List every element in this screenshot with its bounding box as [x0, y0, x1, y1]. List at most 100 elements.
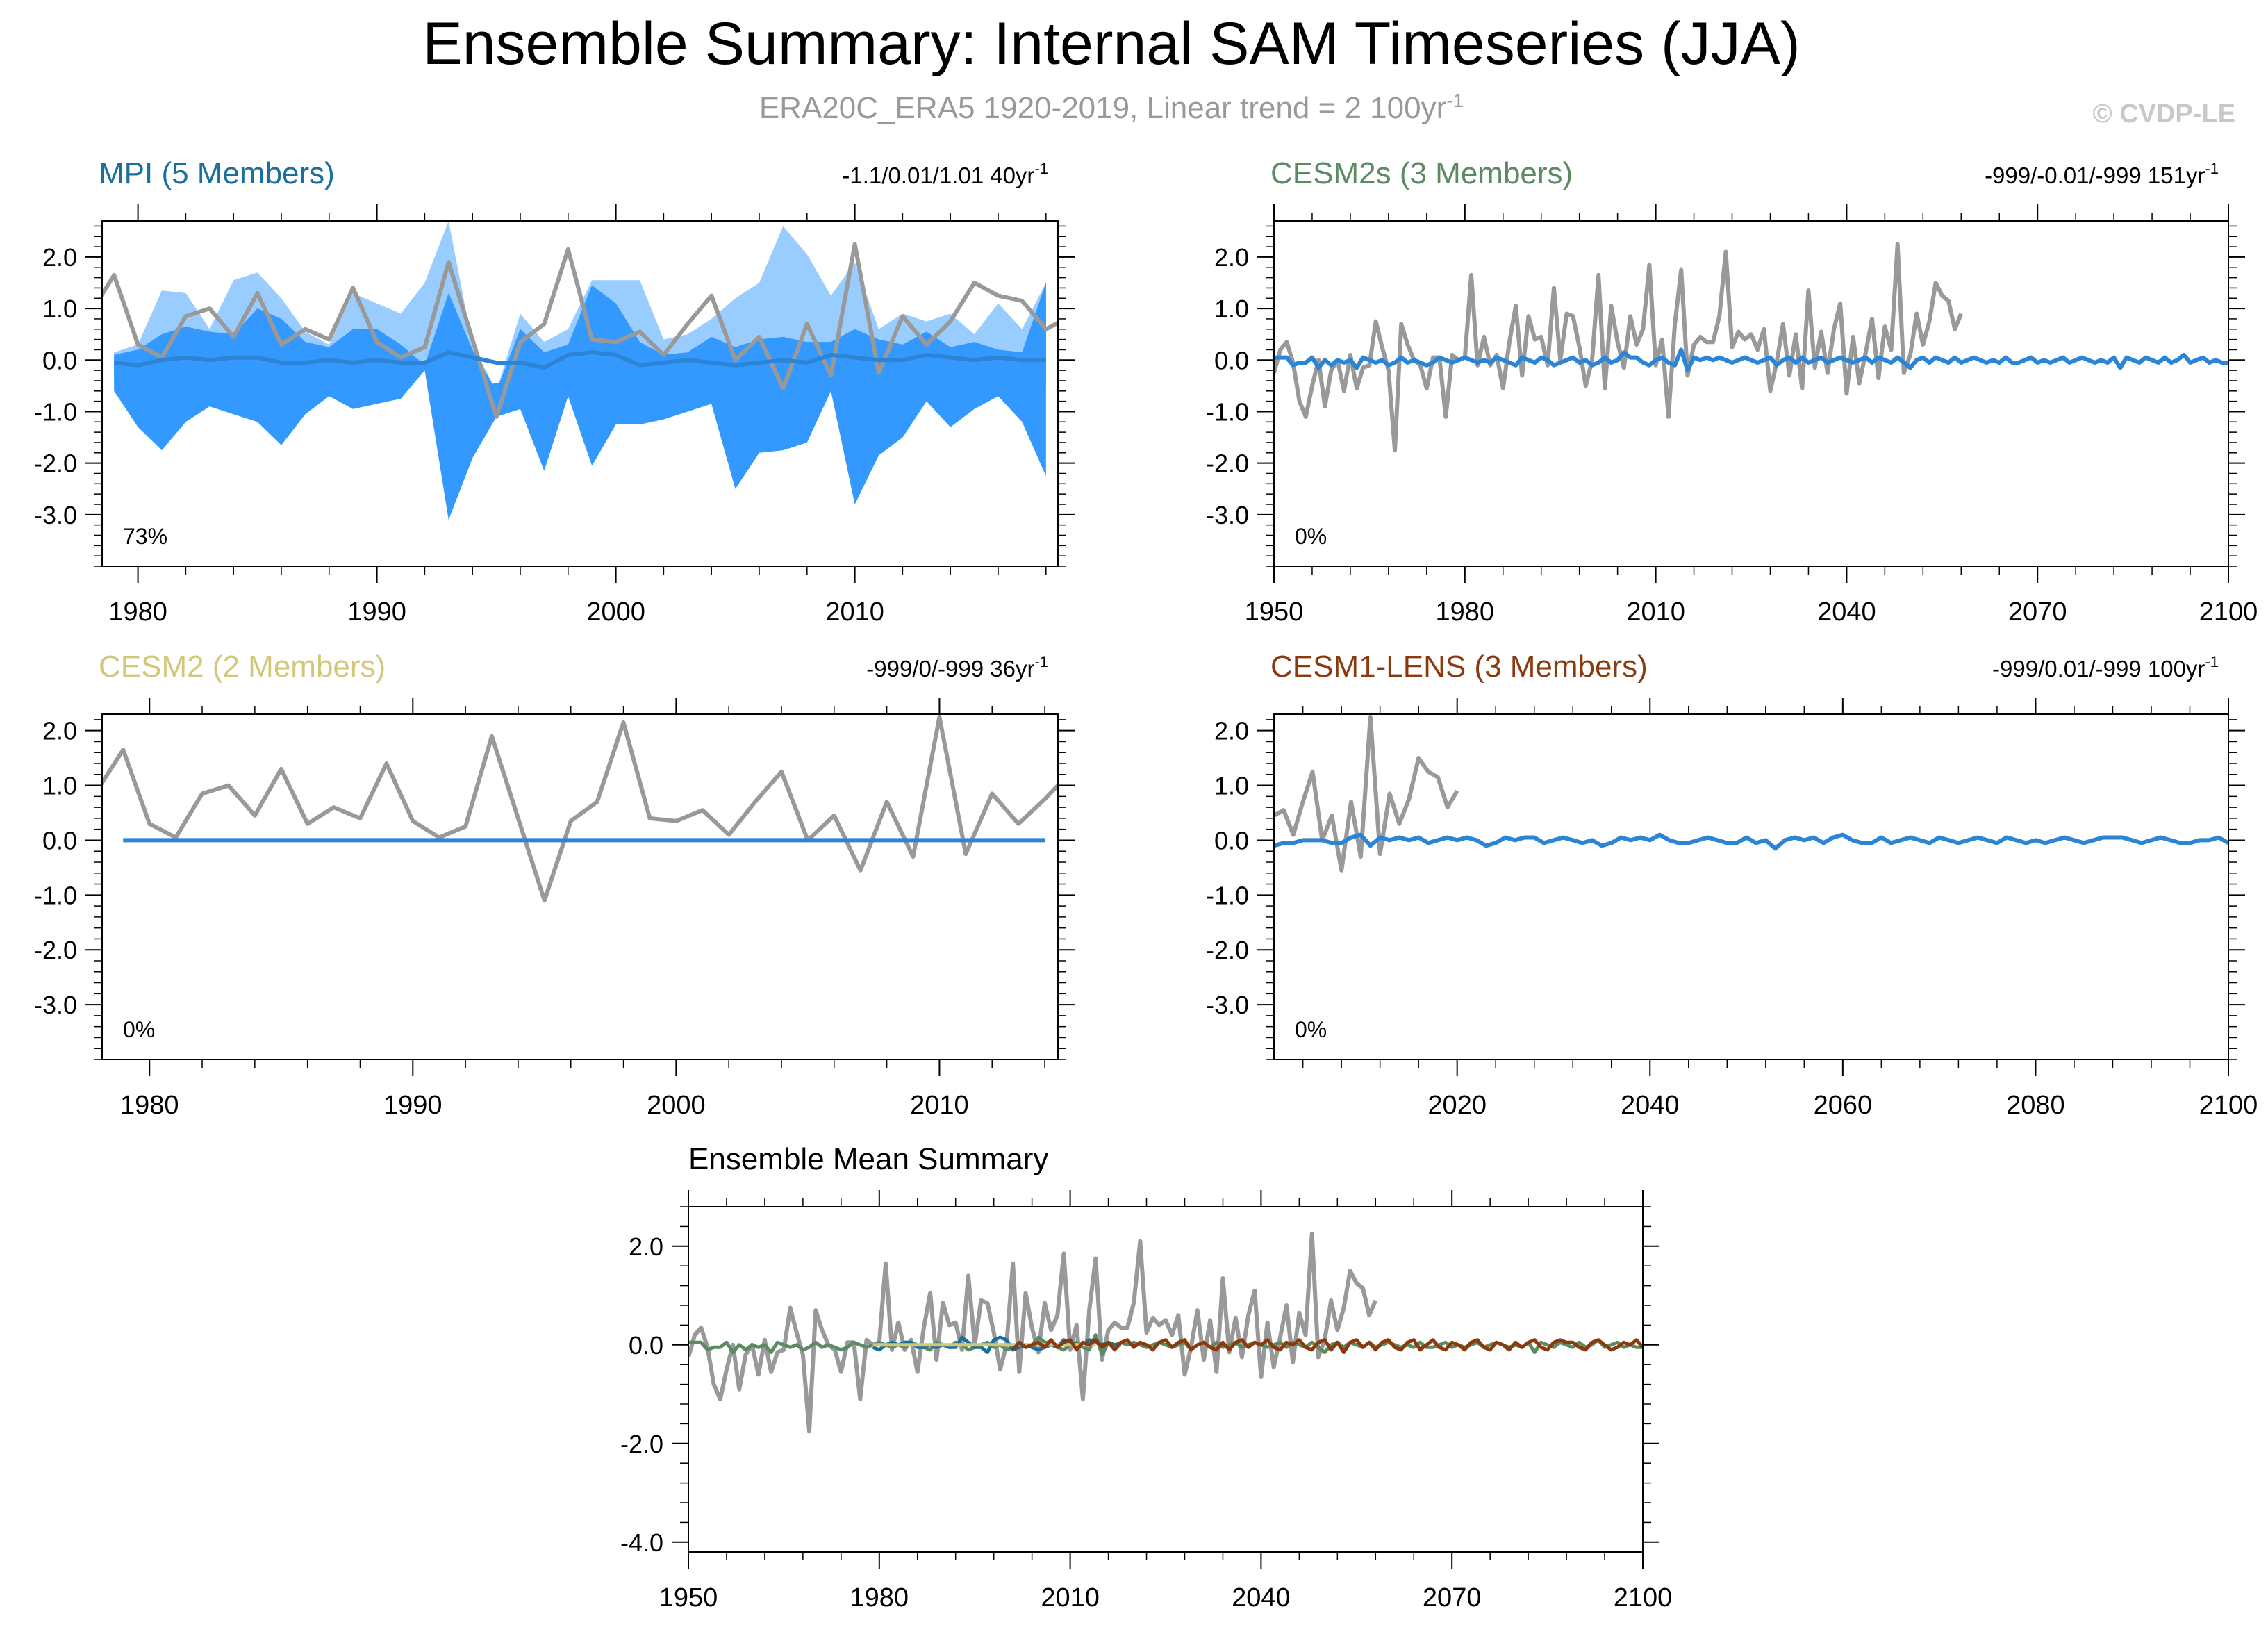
panel-title: CESM1-LENS (3 Members) — [1270, 650, 1648, 684]
panel-mpi: 2.0 1.0 0.0 -1.0 -2.0 -3.0 1980 1990 2000 2010 MPI… — [34, 156, 1075, 627]
y-tick-label: -3.0 — [34, 991, 77, 1019]
y-tick-label: -1.0 — [34, 881, 77, 909]
y-tick-label: 2.0 — [1214, 243, 1249, 272]
obs-line — [1274, 714, 1459, 873]
obs-line — [688, 1232, 1378, 1434]
subtitle-text: ERA20C_ERA5 1920-2019, Linear trend = 2 … — [759, 91, 1446, 125]
y-tick-label: 2.0 — [42, 243, 77, 272]
stat-text: -999/-0.01/-999 151yr — [1985, 163, 2205, 188]
panel-stat: -1.1/0.01/1.01 40yr-1 — [842, 160, 1048, 188]
stat-text: -999/0.01/-999 100yr — [1992, 656, 2205, 682]
y-tick-label: 0.0 — [42, 826, 77, 855]
subtitle-sup: -1 — [1446, 90, 1464, 111]
x-tick-label: 2070 — [2008, 597, 2067, 627]
x-tick-label: 2010 — [825, 597, 884, 627]
panel-percent: 0% — [123, 1017, 155, 1042]
x-tick-label: 2020 — [1427, 1091, 1487, 1120]
panel-percent: 0% — [1295, 1017, 1327, 1042]
plot-area — [1274, 714, 2228, 873]
ensemble-mean-line — [1274, 347, 2228, 373]
figure-title: Ensemble Summary: Internal SAM Timeserie… — [422, 10, 1800, 77]
x-tick-label: 1950 — [1245, 597, 1304, 627]
y-tick-label: 2.0 — [42, 717, 77, 745]
panel-cesm1: 2.0 1.0 0.0 -1.0 -2.0 -3.0 2020 2040 2060 2080 210… — [1206, 650, 2258, 1120]
y-tick-label: -3.0 — [1206, 501, 1249, 529]
y-tick-label: 0.0 — [1214, 826, 1249, 855]
x-tick-label: 2100 — [2199, 1091, 2258, 1120]
x-tick-label: 1950 — [659, 1583, 718, 1612]
obs-line — [1274, 242, 1964, 453]
x-tick-label: 2100 — [1614, 1583, 1673, 1612]
y-tick-label: 1.0 — [1214, 295, 1249, 323]
y-tick-label: -2.0 — [1206, 936, 1249, 964]
ensemble-mean-line — [1274, 832, 2228, 851]
x-tick-label: 2040 — [1621, 1091, 1680, 1120]
plot-frame — [688, 1206, 1644, 1553]
series-line-3 — [1011, 1338, 1643, 1354]
panel-percent: 0% — [1295, 524, 1327, 549]
x-tick-label: 1990 — [347, 597, 406, 627]
plot-frame — [101, 220, 1059, 567]
panel-mean: 2.0 0.0 -2.0 -4.0 1950 1980 2010 2040 2070 2100 En… — [620, 1142, 1672, 1612]
x-tick-label: 1980 — [850, 1583, 909, 1612]
x-tick-label: 2010 — [1626, 597, 1685, 627]
panel-stat: -999/-0.01/-999 151yr-1 — [1985, 160, 2219, 188]
stat-text: -1.1/0.01/1.01 40yr — [842, 163, 1034, 188]
x-tick-label: 2000 — [586, 597, 645, 627]
panel-stat: -999/0/-999 36yr-1 — [866, 653, 1048, 682]
panel-title: MPI (5 Members) — [99, 156, 335, 190]
x-tick-label: 1980 — [108, 597, 167, 627]
y-tick-label: -1.0 — [1206, 881, 1249, 909]
panel-percent: 73% — [123, 524, 167, 549]
y-tick-label: -3.0 — [34, 501, 77, 529]
plot-frame — [1273, 713, 2229, 1060]
stat-text: -999/0/-999 36yr — [866, 656, 1034, 682]
panel-cesm2s: 2.0 1.0 0.0 -1.0 -2.0 -3.0 1950 1980 2010 2040 207… — [1206, 156, 2258, 627]
x-tick-label: 2000 — [647, 1091, 706, 1120]
panel-title: CESM2 (2 Members) — [99, 650, 386, 684]
x-tick-label: 1990 — [383, 1091, 442, 1120]
x-tick-label: 2010 — [910, 1091, 969, 1120]
ensemble-spread-lower — [114, 283, 1046, 520]
panel-cesm2: 2.0 1.0 0.0 -1.0 -2.0 -3.0 1980 1990 2000 2010 CES… — [34, 650, 1075, 1120]
x-tick-label: 2040 — [1232, 1583, 1291, 1612]
y-tick-label: 2.0 — [629, 1232, 663, 1261]
x-tick-label: 2040 — [1817, 597, 1876, 627]
stat-sup: -1 — [1034, 160, 1048, 177]
y-tick-label: -2.0 — [1206, 449, 1249, 478]
panel-title: CESM2s (3 Members) — [1270, 156, 1573, 190]
y-tick-label: -4.0 — [620, 1528, 663, 1557]
plot-frame — [1273, 220, 2229, 567]
panel-title: Ensemble Mean Summary — [688, 1142, 1048, 1176]
stat-sup: -1 — [1034, 653, 1048, 670]
x-tick-label: 1980 — [1436, 597, 1495, 627]
plot-frame — [101, 713, 1059, 1060]
panels: 2.0 1.0 0.0 -1.0 -2.0 -3.0 1980 1990 2000 2010 MPI… — [34, 156, 2258, 1612]
y-tick-label: 1.0 — [42, 295, 77, 323]
copyright-label: © CVDP-LE — [2093, 99, 2235, 129]
stat-sup: -1 — [2205, 653, 2219, 670]
x-tick-label: 2010 — [1041, 1583, 1100, 1612]
plot-area — [688, 1232, 1643, 1434]
panel-stat: -999/0.01/-999 100yr-1 — [1992, 653, 2219, 682]
ensemble-mean-line — [113, 350, 1046, 370]
y-tick-label: -3.0 — [1206, 991, 1249, 1019]
plot-area — [1274, 242, 2228, 453]
y-tick-label: -1.0 — [1206, 397, 1249, 426]
obs-line — [102, 242, 1058, 419]
y-tick-label: -2.0 — [620, 1430, 663, 1458]
x-tick-label: 1980 — [120, 1091, 179, 1120]
y-tick-label: -2.0 — [34, 936, 77, 964]
stat-sup: -1 — [2205, 160, 2219, 177]
x-tick-label: 2080 — [2006, 1091, 2065, 1120]
plot-area — [102, 714, 1058, 903]
x-tick-label: 2070 — [1423, 1583, 1482, 1612]
x-tick-label: 2100 — [2199, 597, 2258, 627]
y-tick-label: 0.0 — [42, 346, 77, 374]
y-tick-label: 1.0 — [1214, 772, 1249, 800]
plot-area — [102, 221, 1058, 520]
y-tick-label: 0.0 — [629, 1331, 663, 1360]
figure-subtitle: ERA20C_ERA5 1920-2019, Linear trend = 2 … — [759, 90, 1464, 125]
y-tick-label: 1.0 — [42, 772, 77, 800]
